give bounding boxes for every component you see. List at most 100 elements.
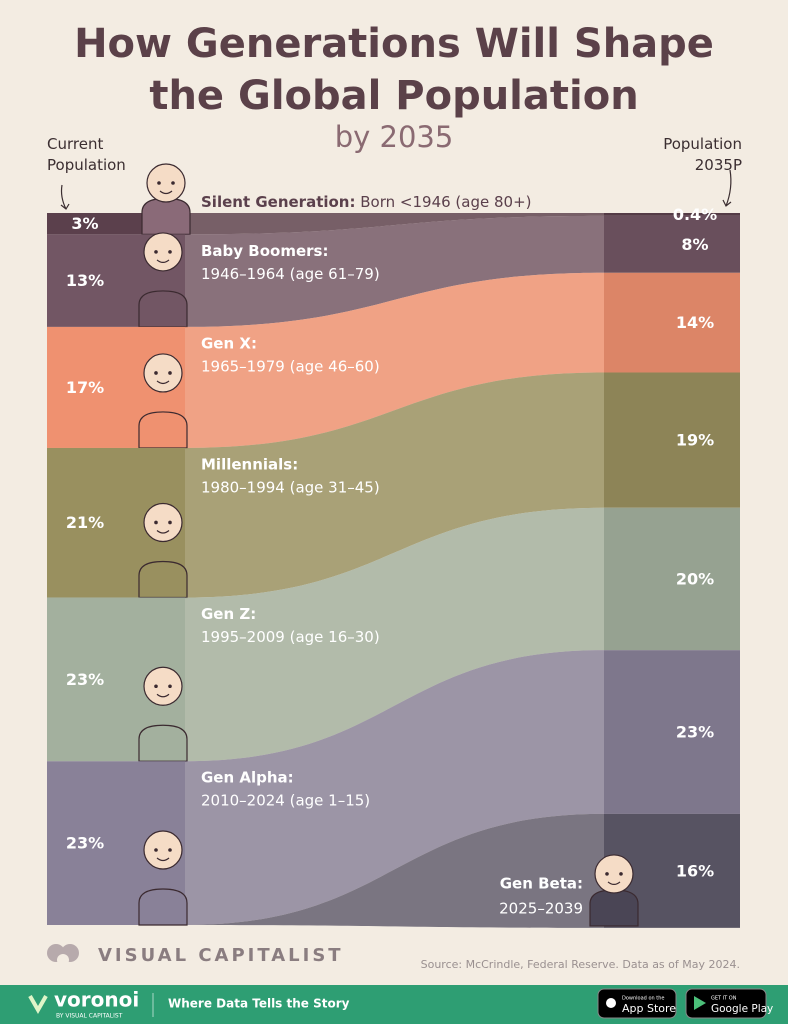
labels: 3% 0.4% Silent Generation: Born <1946 (age… <box>66 193 717 918</box>
google-play-big: Google Play <box>711 1003 773 1015</box>
avatar <box>138 232 188 328</box>
right-bar <box>604 213 740 216</box>
generation-range: 2025–2039 <box>499 899 583 917</box>
flow <box>185 213 604 235</box>
apple-icon <box>606 998 616 1008</box>
left-value-label: 13% <box>66 271 104 290</box>
right-value-label: 19% <box>676 431 714 450</box>
avatar <box>138 830 188 926</box>
brand: VISUAL CAPITALIST <box>98 945 344 966</box>
avatar-mouth <box>156 259 170 264</box>
avatar-eye <box>168 520 172 525</box>
avatar <box>141 163 191 235</box>
avatar-eye <box>168 684 172 689</box>
avatar-mouth <box>156 530 170 534</box>
avatar <box>138 353 188 449</box>
avatar-head <box>594 854 634 894</box>
avatar-head <box>143 830 183 870</box>
avatar-body <box>589 889 639 927</box>
avatar-head <box>143 666 183 706</box>
generation-name: Silent Generation: <box>201 193 355 211</box>
generation-name: Gen X: <box>201 334 257 352</box>
play-icon <box>694 996 706 1010</box>
avatar <box>138 666 188 762</box>
avatar-head <box>143 353 183 393</box>
google-play-button[interactable] <box>685 988 767 1019</box>
generation-range: 1965–1979 (age 46–60) <box>201 357 380 375</box>
right-bar <box>604 372 740 508</box>
avatar-mouth <box>159 190 173 195</box>
left-value-label: 23% <box>66 670 104 689</box>
avatar-eye <box>605 872 609 876</box>
right-bar <box>604 507 740 651</box>
avatar-body <box>141 197 191 235</box>
right-value-label: 8% <box>681 235 708 254</box>
right-value-label: 20% <box>676 569 714 588</box>
avatar <box>589 854 639 927</box>
right-value-label: 14% <box>676 313 714 332</box>
avatar-head <box>146 163 186 203</box>
source: Source: McCrindle, Federal Reserve. Data… <box>421 958 740 971</box>
footer-logo-icon <box>28 995 48 1015</box>
app-store-button[interactable] <box>597 988 677 1019</box>
right-value-label: 16% <box>676 861 714 880</box>
generation-range: 1980–1994 (age 31–45) <box>201 478 380 496</box>
google-play-small: GET IT ON <box>711 996 737 1002</box>
left-value-label: 23% <box>66 834 104 853</box>
right-bar <box>604 272 740 373</box>
right-bar <box>604 215 740 273</box>
avatar-body <box>138 724 188 762</box>
flow <box>185 507 604 762</box>
chart-title: How Generations Will Shape the Global Po… <box>74 21 714 119</box>
avatar-eye <box>168 250 172 254</box>
generation-name: Gen Beta: <box>500 874 583 892</box>
avatar-eye <box>154 848 158 852</box>
avatar-head <box>143 232 183 272</box>
left-column-header: Current Population <box>47 135 126 174</box>
arrow <box>60 184 70 210</box>
avatar-eye <box>619 872 623 876</box>
flow <box>185 372 604 598</box>
app-store-small: Download on the <box>622 996 664 1002</box>
brand-logo <box>47 944 79 966</box>
generation-name: Millennials: <box>201 455 298 473</box>
right-bar <box>604 650 740 814</box>
avatar <box>138 502 188 599</box>
flow <box>185 272 604 448</box>
generation-name: Gen Alpha: <box>201 769 294 787</box>
generation-range: 1995–2009 (age 16–30) <box>201 628 380 646</box>
avatar-eye <box>154 520 158 525</box>
generation-range: 2010–2024 (age 1–15) <box>201 792 370 810</box>
right-value-label: 23% <box>676 723 714 742</box>
avatar-eye <box>157 181 161 185</box>
left-value-label: 3% <box>71 214 98 233</box>
flow <box>185 813 604 928</box>
avatar-eye <box>154 684 158 689</box>
avatar-body <box>138 411 188 449</box>
avatar-body <box>138 888 188 926</box>
generation-range: Born <1946 (age 80+) <box>360 193 531 211</box>
flow <box>185 215 604 327</box>
avatar-eye <box>171 181 175 185</box>
tagline: Where Data Tells the Story <box>168 997 350 1011</box>
app-store-big: App Store <box>622 1002 676 1015</box>
flow <box>185 650 604 925</box>
left-value-label: 21% <box>66 513 104 532</box>
avatar-mouth <box>156 380 170 385</box>
avatar-eye <box>154 250 158 254</box>
bands <box>47 163 740 928</box>
avatar-head <box>143 502 183 543</box>
chart-subtitle: by 2035 <box>334 120 454 154</box>
avatar-mouth <box>156 693 170 698</box>
footer-logo-sub: BY VISUAL CAPITALIST <box>56 1013 123 1020</box>
generation-label: Silent Generation: Born <1946 (age 80+) <box>201 193 532 211</box>
avatar-eye <box>168 371 172 375</box>
right-column-header: Population 2035P <box>663 135 742 174</box>
left-value-label: 17% <box>66 378 104 397</box>
footer-logo: voronoi <box>54 988 139 1012</box>
generation-range: 1946–1964 (age 61–79) <box>201 265 380 283</box>
generation-name: Baby Boomers: <box>201 242 328 260</box>
arrow <box>722 169 732 207</box>
